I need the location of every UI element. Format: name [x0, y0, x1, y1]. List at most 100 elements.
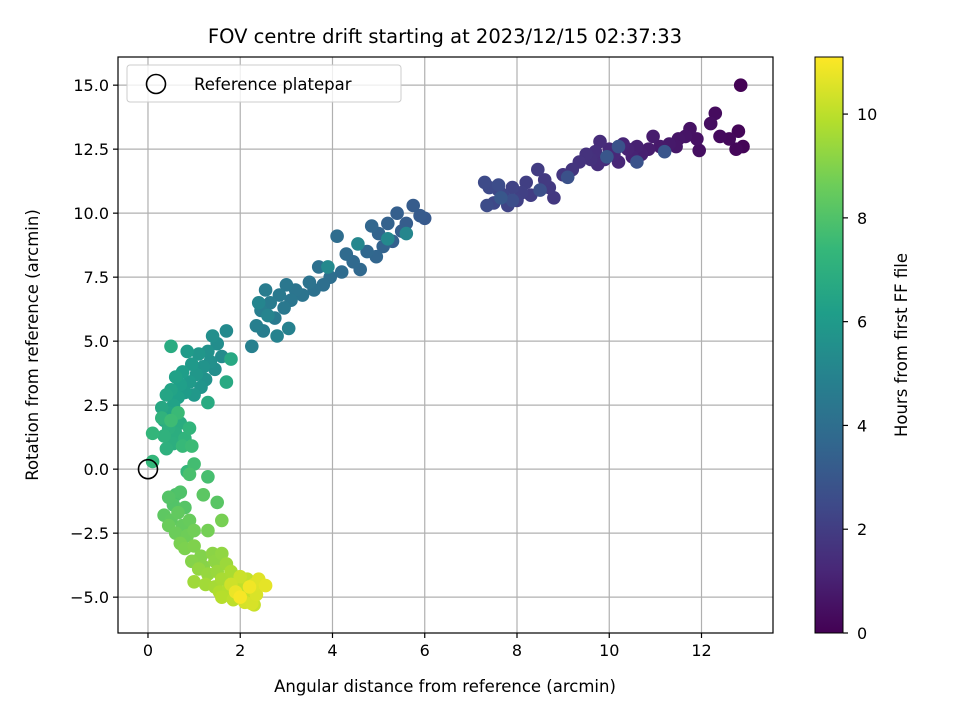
data-point — [533, 183, 547, 197]
y-tick-label: 15.0 — [73, 76, 109, 95]
data-point — [733, 78, 748, 92]
data-point — [690, 132, 704, 146]
data-point — [249, 319, 264, 333]
colorbar-tick-label: 2 — [857, 520, 867, 539]
data-point — [187, 575, 201, 589]
data-point — [187, 523, 201, 538]
data-point — [242, 580, 257, 594]
legend-marker-icon — [145, 73, 167, 95]
data-point — [729, 142, 743, 156]
data-point — [547, 191, 561, 205]
x-tick-label: 10 — [599, 641, 619, 660]
data-point — [480, 198, 494, 213]
data-point — [708, 106, 723, 121]
y-tick-label: 7.5 — [84, 268, 109, 287]
data-point — [519, 175, 533, 190]
data-point — [219, 324, 234, 338]
data-point — [185, 439, 199, 453]
data-point — [413, 208, 427, 223]
x-tick-label: 8 — [512, 641, 522, 660]
colorbar-tick-label: 4 — [857, 416, 867, 435]
x-tick-label: 4 — [327, 641, 337, 660]
data-point — [187, 457, 201, 471]
colorbar-tick-label: 6 — [857, 313, 867, 332]
data-point — [270, 329, 284, 343]
data-point — [245, 339, 259, 354]
data-point — [334, 265, 349, 279]
data-point — [593, 134, 607, 149]
data-point — [258, 283, 273, 297]
data-point — [155, 400, 169, 415]
y-axis-ticks: −5.0 −2.5 0.0 2.5 5.0 7.5 10.0 12.5 15.0 — [70, 76, 118, 607]
data-point — [171, 505, 185, 520]
data-point — [185, 357, 199, 372]
data-point — [692, 143, 706, 158]
data-point — [164, 339, 178, 354]
reference-platepar-marker — [137, 458, 159, 480]
scatter-points — [145, 78, 750, 612]
colorbar-ticks: 0 2 4 6 8 10 — [843, 105, 877, 643]
data-point — [646, 129, 660, 144]
data-point — [281, 321, 296, 336]
data-point — [145, 426, 160, 441]
data-point — [219, 375, 234, 389]
y-tick-label: −2.5 — [70, 524, 109, 543]
data-point — [168, 526, 183, 540]
data-point — [180, 344, 194, 359]
data-point — [279, 278, 294, 292]
data-point — [611, 139, 626, 154]
data-point — [330, 229, 344, 243]
chart-title: FOV centre drift starting at 2023/12/15 … — [208, 25, 682, 48]
data-point — [182, 467, 197, 482]
data-point — [390, 206, 404, 220]
data-point — [224, 352, 238, 366]
data-point — [399, 226, 414, 241]
x-tick-label: 2 — [235, 641, 245, 660]
data-point — [201, 395, 215, 410]
data-point — [187, 539, 201, 553]
plot-frame — [117, 56, 774, 634]
colorbar: 0 2 4 6 8 10 Hours from first FF file — [814, 56, 911, 643]
data-point — [600, 150, 614, 164]
data-point — [251, 296, 266, 310]
data-point — [406, 198, 421, 213]
y-axis-label: Rotation from reference (arcmin) — [23, 209, 42, 481]
colorbar-label: Hours from first FF file — [892, 253, 911, 437]
data-point — [630, 155, 644, 169]
data-point — [196, 488, 211, 502]
data-point — [159, 441, 174, 456]
x-axis-label: Angular distance from reference (arcmin) — [274, 677, 616, 696]
data-point — [505, 180, 520, 195]
y-tick-label: 2.5 — [84, 396, 109, 415]
data-point — [713, 129, 727, 144]
data-point — [182, 421, 197, 436]
data-point — [159, 388, 174, 402]
data-point — [182, 513, 197, 528]
data-point — [233, 569, 247, 584]
legend: Reference platepar — [126, 64, 402, 103]
data-point — [381, 216, 395, 231]
data-point — [272, 288, 287, 302]
x-axis-ticks: 0 2 4 6 8 10 12 — [143, 633, 712, 660]
colorbar-tick-label: 8 — [857, 209, 867, 228]
data-point — [164, 413, 178, 428]
colorbar-tick-label: 0 — [857, 624, 867, 643]
data-point — [258, 578, 273, 593]
y-tick-label: 10.0 — [73, 204, 109, 223]
data-point — [302, 275, 317, 290]
data-point — [531, 162, 545, 177]
data-point — [157, 429, 171, 443]
colorbar-gradient — [814, 56, 844, 634]
data-point — [161, 490, 176, 505]
data-point — [277, 301, 291, 315]
data-point — [205, 329, 220, 343]
data-point — [173, 485, 188, 500]
data-point — [560, 170, 575, 185]
data-point — [215, 513, 229, 528]
x-tick-label: 0 — [143, 641, 153, 660]
data-point — [703, 116, 718, 131]
data-point — [263, 296, 278, 310]
data-point — [360, 244, 374, 259]
data-point — [351, 237, 365, 251]
